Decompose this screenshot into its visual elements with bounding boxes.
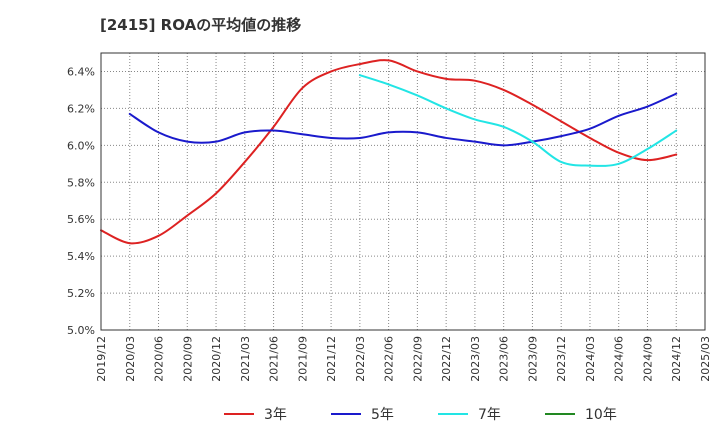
legend-label-4: 10年 — [585, 407, 617, 423]
y-tick-label: 6.2% — [67, 102, 95, 115]
x-tick-label: 2023/03 — [469, 336, 482, 382]
legend-label-1: 3年 — [264, 407, 287, 423]
x-tick-label: 2021/06 — [268, 336, 281, 382]
y-tick-label: 5.4% — [67, 250, 95, 263]
x-tick-label: 2024/03 — [584, 336, 597, 382]
chart-title: [2415] ROAの平均値の推移 — [100, 16, 301, 34]
x-tick-label: 2022/06 — [383, 336, 396, 382]
x-tick-label: 2020/09 — [181, 336, 194, 382]
x-tick-label: 2024/12 — [670, 336, 683, 382]
y-tick-label: 5.2% — [67, 287, 95, 300]
x-tick-label: 2022/12 — [440, 336, 453, 382]
legend-label-2: 5年 — [371, 407, 394, 423]
y-tick-label: 6.0% — [67, 139, 95, 152]
x-tick-label: 2021/09 — [296, 336, 309, 382]
x-tick-label: 2024/06 — [613, 336, 626, 382]
x-tick-label: 2022/03 — [354, 336, 367, 382]
x-tick-label: 2020/03 — [124, 336, 137, 382]
series-line-2 — [128, 92, 678, 147]
x-tick-label: 2020/12 — [210, 336, 223, 382]
x-tick-label: 2025/03 — [699, 336, 712, 382]
series-line-1 — [100, 59, 678, 245]
plot-frame — [100, 52, 706, 331]
legend-label-3: 7年 — [478, 407, 501, 423]
legend: 3年 5年 7年 10年 — [224, 407, 617, 423]
x-tick-label: 2019/12 — [95, 336, 108, 382]
x-tick-label: 2023/12 — [555, 336, 568, 382]
x-tick-label: 2021/03 — [239, 336, 252, 382]
y-tick-label: 6.4% — [67, 65, 95, 78]
x-tick-label: 2020/06 — [153, 336, 166, 382]
x-tick-label: 2022/09 — [411, 336, 424, 382]
y-tick-label: 5.0% — [67, 324, 95, 337]
x-tick-label: 2023/09 — [526, 336, 539, 382]
y-tick-label: 5.8% — [67, 176, 95, 189]
y-axis-ticks: 5.0% 5.2% 5.4% 5.6% 5.8% 6.0% 6.2% 6.4% — [67, 65, 95, 337]
x-tick-label: 2023/06 — [498, 336, 511, 382]
series-line-3 — [358, 74, 678, 167]
y-tick-label: 5.6% — [67, 213, 95, 226]
grid-layer — [101, 53, 705, 330]
series-layer — [100, 59, 678, 245]
x-axis-ticks: 2019/12 2020/03 2020/06 2020/09 2020/12 2021/… — [95, 336, 712, 382]
x-tick-label: 2021/12 — [325, 336, 338, 382]
x-tick-label: 2024/09 — [641, 336, 654, 382]
